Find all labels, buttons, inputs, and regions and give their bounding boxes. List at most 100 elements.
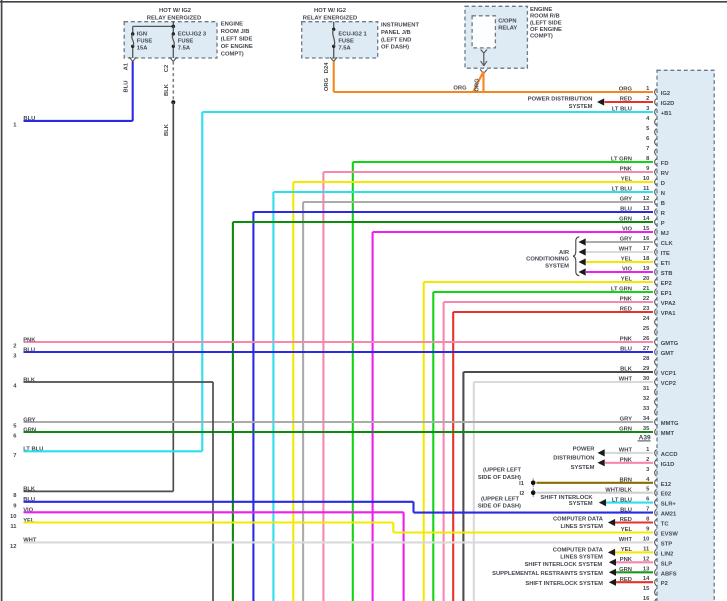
svg-text:GRY: GRY — [620, 197, 632, 203]
svg-text:N: N — [661, 191, 665, 197]
svg-text:3: 3 — [13, 354, 17, 360]
svg-text:YEL: YEL — [23, 518, 35, 524]
svg-text:ORG: ORG — [619, 87, 633, 93]
svg-text:IG1D: IG1D — [661, 462, 675, 468]
svg-text:BLU: BLU — [620, 347, 632, 353]
svg-text:VPA2: VPA2 — [661, 301, 676, 307]
svg-text:I2: I2 — [520, 491, 525, 497]
svg-text:ORG: ORG — [324, 77, 330, 91]
svg-text:ENGINE: ENGINE — [221, 22, 243, 28]
svg-text:PNK: PNK — [620, 337, 633, 343]
svg-text:16: 16 — [643, 236, 650, 242]
svg-text:6: 6 — [646, 497, 650, 503]
svg-text:AIR: AIR — [559, 250, 570, 256]
svg-text:ORG: ORG — [475, 78, 481, 92]
svg-text:7: 7 — [646, 507, 649, 513]
svg-text:21: 21 — [643, 286, 650, 292]
svg-text:12: 12 — [10, 544, 16, 550]
svg-text:COMPUTER DATA: COMPUTER DATA — [553, 516, 604, 522]
svg-text:5: 5 — [646, 126, 650, 132]
svg-text:IGN: IGN — [137, 32, 147, 38]
svg-text:8: 8 — [646, 156, 650, 162]
svg-text:35: 35 — [643, 426, 650, 432]
svg-text:16: 16 — [643, 596, 650, 601]
svg-text:LT BLU: LT BLU — [612, 107, 632, 113]
svg-text:P2: P2 — [661, 581, 668, 587]
svg-text:LT GRN: LT GRN — [611, 287, 632, 293]
svg-text:12: 12 — [643, 556, 649, 562]
svg-text:11: 11 — [643, 186, 650, 192]
svg-text:28: 28 — [643, 356, 650, 362]
svg-text:10: 10 — [10, 514, 16, 520]
svg-text:DISTRIBUTION: DISTRIBUTION — [553, 456, 594, 462]
svg-text:D24: D24 — [324, 62, 330, 73]
svg-text:23: 23 — [643, 306, 650, 312]
svg-text:LT BLU: LT BLU — [23, 447, 43, 453]
svg-text:GRN: GRN — [619, 217, 632, 223]
svg-text:LT BLU: LT BLU — [612, 187, 632, 193]
svg-text:POWER: POWER — [573, 446, 596, 452]
svg-text:YEL: YEL — [621, 277, 633, 283]
svg-text:PANEL J/B: PANEL J/B — [381, 30, 411, 36]
svg-text:(UPPER LEFT: (UPPER LEFT — [481, 497, 519, 503]
svg-text:TC: TC — [661, 522, 670, 528]
svg-text:29: 29 — [643, 366, 650, 372]
svg-text:25: 25 — [643, 326, 650, 332]
svg-text:IG2D: IG2D — [661, 101, 675, 107]
svg-text:LT BLU: LT BLU — [612, 497, 632, 503]
svg-text:HOT W/ IG2: HOT W/ IG2 — [159, 8, 191, 14]
svg-text:GRY: GRY — [620, 417, 632, 423]
svg-text:6: 6 — [646, 136, 650, 142]
svg-text:FUSE: FUSE — [137, 39, 153, 45]
svg-text:1: 1 — [646, 447, 650, 453]
svg-text:ROOM J/B: ROOM J/B — [221, 29, 250, 35]
svg-text:COMPT): COMPT) — [530, 34, 553, 40]
svg-text:LT GRN: LT GRN — [611, 157, 632, 163]
svg-text:34: 34 — [643, 416, 650, 422]
svg-text:17: 17 — [643, 246, 649, 252]
svg-text:33: 33 — [643, 406, 650, 412]
svg-text:2: 2 — [13, 344, 16, 350]
svg-text:32: 32 — [643, 396, 649, 402]
svg-text:7.5A: 7.5A — [338, 46, 351, 52]
svg-text:C2: C2 — [164, 65, 170, 72]
svg-text:SUPPLEMENTAL RESTRAINTS SYSTEM: SUPPLEMENTAL RESTRAINTS SYSTEM — [492, 571, 603, 577]
svg-text:30: 30 — [643, 376, 649, 382]
svg-text:SLR+: SLR+ — [661, 502, 677, 508]
svg-text:FD: FD — [661, 161, 669, 167]
svg-text:MMT: MMT — [661, 431, 675, 437]
svg-text:4: 4 — [13, 384, 17, 390]
svg-text:ECU-IG2 1: ECU-IG2 1 — [338, 32, 367, 38]
svg-text:8: 8 — [646, 517, 650, 523]
svg-text:(UPPER LEFT: (UPPER LEFT — [483, 467, 521, 473]
svg-text:ORG: ORG — [453, 85, 467, 91]
svg-text:POWER DISTRIBUTION: POWER DISTRIBUTION — [528, 97, 593, 103]
svg-text:OF ENGINE: OF ENGINE — [221, 44, 253, 50]
svg-text:RED: RED — [620, 517, 632, 523]
svg-text:RV: RV — [661, 171, 669, 177]
svg-text:GMTG: GMTG — [661, 341, 679, 347]
svg-text:E12: E12 — [661, 482, 671, 488]
svg-text:ENGINE: ENGINE — [530, 7, 552, 13]
svg-text:18: 18 — [643, 256, 650, 262]
svg-text:9: 9 — [646, 166, 650, 172]
svg-text:GRN: GRN — [23, 427, 36, 433]
svg-text:7: 7 — [13, 453, 16, 459]
svg-text:VCP2: VCP2 — [661, 381, 676, 387]
svg-text:1: 1 — [13, 123, 17, 129]
svg-text:(LEFT SIDE: (LEFT SIDE — [530, 20, 562, 26]
svg-text:27: 27 — [643, 346, 649, 352]
svg-text:11: 11 — [643, 546, 650, 552]
svg-text:WHT: WHT — [23, 538, 37, 544]
svg-text:(LEFT END: (LEFT END — [381, 37, 411, 43]
svg-text:HOT W/ IG2: HOT W/ IG2 — [314, 8, 346, 14]
svg-text:13: 13 — [643, 566, 650, 572]
svg-text:WHT: WHT — [619, 377, 633, 383]
svg-text:WHT: WHT — [619, 247, 633, 253]
svg-text:ETI: ETI — [661, 261, 670, 267]
svg-text:ROOM R/B: ROOM R/B — [530, 14, 560, 20]
svg-text:13: 13 — [643, 206, 650, 212]
svg-text:RED: RED — [620, 307, 632, 313]
svg-text:EVSW: EVSW — [661, 532, 679, 538]
svg-text:9: 9 — [646, 527, 650, 533]
